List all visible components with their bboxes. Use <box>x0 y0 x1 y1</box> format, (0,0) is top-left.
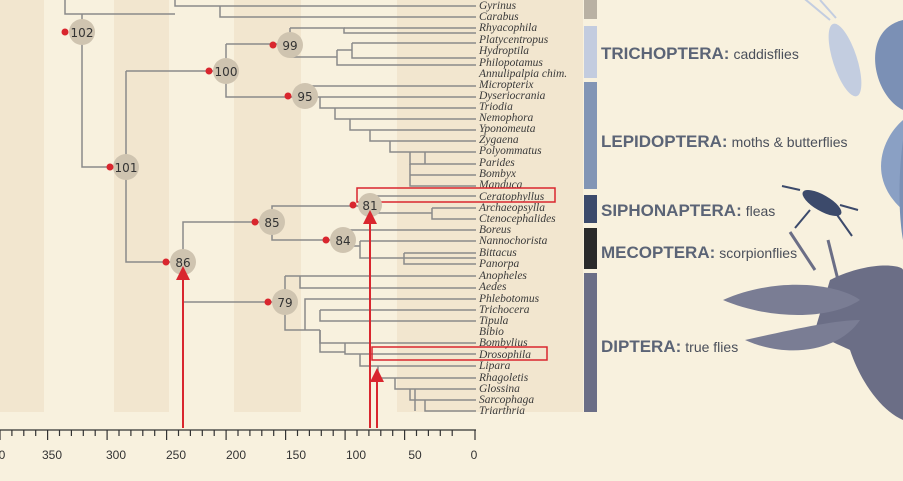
tree-nodes: 102 99 100 95 101 81 85 84 <box>61 19 382 315</box>
tick-label: 250 <box>166 448 186 462</box>
node-81: 81 <box>349 193 382 217</box>
order-bars <box>584 0 597 412</box>
taxon-label: Drosophila <box>478 349 531 361</box>
taxon-label: Rhagoletis <box>478 372 529 384</box>
svg-text:100: 100 <box>215 65 238 79</box>
taxon-label: Zygaena <box>479 134 519 146</box>
order-label-siphonaptera: SIPHONAPTERA: fleas <box>601 201 775 220</box>
svg-text:102: 102 <box>71 26 94 40</box>
node-95: 95 <box>284 83 318 109</box>
taxon-label: Ctenocephalides <box>479 213 556 225</box>
taxon-label: Parides <box>478 157 515 169</box>
node-85: 85 <box>251 209 285 235</box>
time-axis-labels: 0 350 300 250 200 150 100 50 0 <box>0 448 478 462</box>
order-bar-siphonaptera <box>584 195 597 223</box>
taxon-label: Phlebotomus <box>478 293 540 305</box>
node-84: 84 <box>322 227 356 253</box>
order-label-mecoptera: MECOPTERA: scorpionflies <box>601 243 797 262</box>
taxon-label: Glossina <box>479 383 520 395</box>
taxon-label: Boreus <box>479 224 512 236</box>
node-100: 100 <box>205 58 239 84</box>
fly-silhouette-icon <box>723 231 903 420</box>
tick-label: 50 <box>408 448 422 462</box>
butterfly-silhouette-icon <box>875 20 903 240</box>
taxon-label: Sarcophaga <box>479 394 534 406</box>
taxon-label: Anopheles <box>478 270 527 282</box>
taxon-labels: Gyrinus Carabus Rhyacophila Platycentrop… <box>478 0 567 417</box>
caddisfly-silhouette-icon <box>804 0 862 97</box>
red-arrows <box>176 210 384 428</box>
taxon-label: Dyseriocrania <box>478 90 546 102</box>
svg-text:86: 86 <box>175 256 190 270</box>
svg-text:85: 85 <box>264 216 279 230</box>
taxon-label: Triarthria <box>479 405 525 417</box>
arrow-up-icon <box>370 368 384 428</box>
order-label-lepidoptera: LEPIDOPTERA: moths & butterflies <box>601 132 848 151</box>
taxon-label: Polyommatus <box>478 145 542 157</box>
tick-label: 150 <box>286 448 306 462</box>
order-bar-trichoptera <box>584 26 597 78</box>
order-bar-diptera <box>584 273 597 412</box>
taxon-label: Philopotamus <box>478 57 543 69</box>
node-79: 79 <box>264 289 298 315</box>
tick-label: 0 <box>0 448 6 462</box>
taxon-label: Nannochorista <box>478 235 548 247</box>
order-label-diptera: DIPTERA: true flies <box>601 337 738 356</box>
tick-label: 100 <box>346 448 366 462</box>
node-101: 101 <box>106 154 139 180</box>
order-label-trichoptera: TRICHOPTERA: caddisflies <box>601 44 799 63</box>
node-99: 99 <box>269 32 303 58</box>
highlight-box-ceratophyllus <box>356 187 556 203</box>
time-axis <box>0 429 476 440</box>
taxon-label: Manduca <box>478 179 523 191</box>
svg-text:84: 84 <box>335 234 350 248</box>
arrow-up-icon <box>176 266 190 428</box>
taxon-label: Rhyacophila <box>478 22 537 34</box>
svg-text:79: 79 <box>277 296 292 310</box>
tick-label: 350 <box>42 448 62 462</box>
taxon-label: Bittacus <box>479 247 517 259</box>
flea-silhouette-icon <box>781 185 859 237</box>
svg-text:95: 95 <box>297 90 312 104</box>
order-bar-mecoptera <box>584 228 597 269</box>
taxon-label: Ceratophyllus <box>479 191 545 203</box>
order-bar-unlabeled <box>584 0 597 19</box>
taxon-label: Archaeopsylla <box>478 202 545 214</box>
svg-text:81: 81 <box>362 199 377 213</box>
taxon-label: Lipara <box>478 360 511 372</box>
taxon-label: Bombyx <box>479 168 517 180</box>
highlight-box-drosophila <box>371 346 548 361</box>
order-bar-lepidoptera <box>584 82 597 189</box>
taxon-label: Bombylius <box>479 337 528 349</box>
taxon-label: Aedes <box>478 281 507 293</box>
node-102: 102 <box>61 19 95 45</box>
svg-text:99: 99 <box>282 39 297 53</box>
taxon-label: Yponomeuta <box>479 123 536 135</box>
taxon-label: Annulipalpia chim. <box>478 68 567 80</box>
taxon-label: Gyrinus <box>479 0 517 12</box>
taxon-label: Triodia <box>479 101 513 113</box>
tick-label: 300 <box>106 448 126 462</box>
taxon-label: Nemophora <box>478 112 534 124</box>
insect-silhouettes <box>723 0 903 420</box>
node-86: 86 <box>162 249 196 275</box>
svg-text:101: 101 <box>115 161 138 175</box>
taxon-label: Carabus <box>479 11 519 23</box>
tick-label: 0 <box>471 448 478 462</box>
taxon-label: Panorpa <box>478 258 520 270</box>
arrow-up-icon <box>363 210 377 428</box>
taxon-label: Hydroptila <box>478 45 529 57</box>
taxon-label: Tipula <box>479 315 509 327</box>
taxon-label: Platycentropus <box>478 34 549 46</box>
taxon-label: Micropterix <box>478 79 534 91</box>
taxon-label: Trichocera <box>479 304 530 316</box>
tick-label: 200 <box>226 448 246 462</box>
taxon-label: Bibio <box>479 326 504 338</box>
